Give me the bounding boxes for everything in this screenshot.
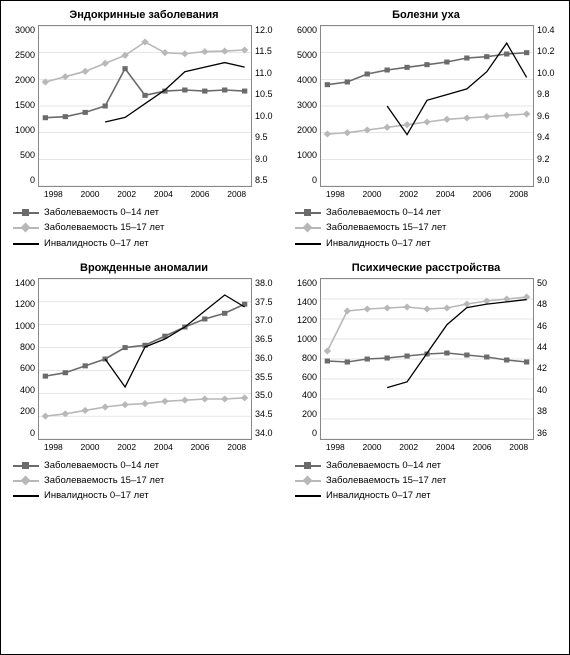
- legend-label: Заболеваемость 15–17 лет: [326, 221, 446, 235]
- y-axis-left: 300025002000150010005000: [7, 25, 38, 185]
- chart-title: Эндокринные заболевания: [7, 9, 281, 21]
- legend-label: Инвалидность 0–17 лет: [44, 489, 149, 503]
- chart-panel: Врожденные аномалии 140012001000800600400…: [7, 262, 281, 452]
- x-axis: 199820002002200420062008: [35, 187, 255, 199]
- legend-label: Заболеваемость 15–17 лет: [326, 474, 446, 488]
- legend-label: Заболеваемость 0–14 лет: [44, 459, 159, 473]
- x-axis: 199820002002200420062008: [35, 440, 255, 452]
- legend: Заболеваемость 0–14 летЗаболеваемость 15…: [289, 199, 563, 262]
- legend-item-morbidity-15-17: Заболеваемость 15–17 лет: [295, 221, 561, 235]
- legend-item-morbidity-15-17: Заболеваемость 15–17 лет: [295, 474, 561, 488]
- legend-label: Инвалидность 0–17 лет: [44, 237, 149, 251]
- chart-title: Врожденные аномалии: [7, 262, 281, 274]
- y-axis-left: 1400120010008006004002000: [7, 278, 38, 438]
- legend: Заболеваемость 0–14 летЗаболеваемость 15…: [289, 452, 563, 515]
- plot-area: [320, 278, 534, 440]
- page-container: Эндокринные заболевания 30002500200015001…: [0, 0, 570, 655]
- legend-label: Инвалидность 0–17 лет: [326, 489, 431, 503]
- chart-panel: Болезни уха 6000500040003000200010000 10.4…: [289, 9, 563, 199]
- legend-label: Инвалидность 0–17 лет: [326, 237, 431, 251]
- legend-item-disability-0-17: Инвалидность 0–17 лет: [295, 237, 561, 251]
- legend-label: Заболеваемость 0–14 лет: [326, 206, 441, 220]
- plot-area: [320, 25, 534, 187]
- legend: Заболеваемость 0–14 летЗаболеваемость 15…: [7, 199, 281, 262]
- chart-panel: Психические расстройства 1600140012001000…: [289, 262, 563, 452]
- legend-item-morbidity-0-14: Заболеваемость 0–14 лет: [13, 206, 279, 220]
- legend-label: Заболеваемость 15–17 лет: [44, 474, 164, 488]
- y-axis-right: 5048464442403836: [534, 278, 563, 438]
- legend-label: Заболеваемость 0–14 лет: [44, 206, 159, 220]
- y-axis-right: 12.011.511.010.510.09.59.08.5: [252, 25, 281, 185]
- x-axis: 199820002002200420062008: [317, 440, 537, 452]
- plot-area: [38, 25, 252, 187]
- y-axis-left: 16001400120010008006004002000: [289, 278, 320, 438]
- chart-title: Психические расстройства: [289, 262, 563, 274]
- legend-item-morbidity-15-17: Заболеваемость 15–17 лет: [13, 474, 279, 488]
- y-axis-right: 38.037.537.036.536.035.535.034.534.0: [252, 278, 281, 438]
- legend-label: Заболеваемость 0–14 лет: [326, 459, 441, 473]
- legend-item-disability-0-17: Инвалидность 0–17 лет: [295, 489, 561, 503]
- chart-panel: Эндокринные заболевания 30002500200015001…: [7, 9, 281, 199]
- chart-title: Болезни уха: [289, 9, 563, 21]
- charts-grid: Эндокринные заболевания 30002500200015001…: [7, 9, 563, 515]
- y-axis-right: 10.410.210.09.89.69.49.29.0: [534, 25, 563, 185]
- legend-label: Заболеваемость 15–17 лет: [44, 221, 164, 235]
- x-axis: 199820002002200420062008: [317, 187, 537, 199]
- legend-item-morbidity-0-14: Заболеваемость 0–14 лет: [295, 206, 561, 220]
- legend-item-morbidity-0-14: Заболеваемость 0–14 лет: [13, 459, 279, 473]
- legend-item-disability-0-17: Инвалидность 0–17 лет: [13, 237, 279, 251]
- y-axis-left: 6000500040003000200010000: [289, 25, 320, 185]
- legend: Заболеваемость 0–14 летЗаболеваемость 15…: [7, 452, 281, 515]
- legend-item-disability-0-17: Инвалидность 0–17 лет: [13, 489, 279, 503]
- legend-item-morbidity-15-17: Заболеваемость 15–17 лет: [13, 221, 279, 235]
- plot-area: [38, 278, 252, 440]
- legend-item-morbidity-0-14: Заболеваемость 0–14 лет: [295, 459, 561, 473]
